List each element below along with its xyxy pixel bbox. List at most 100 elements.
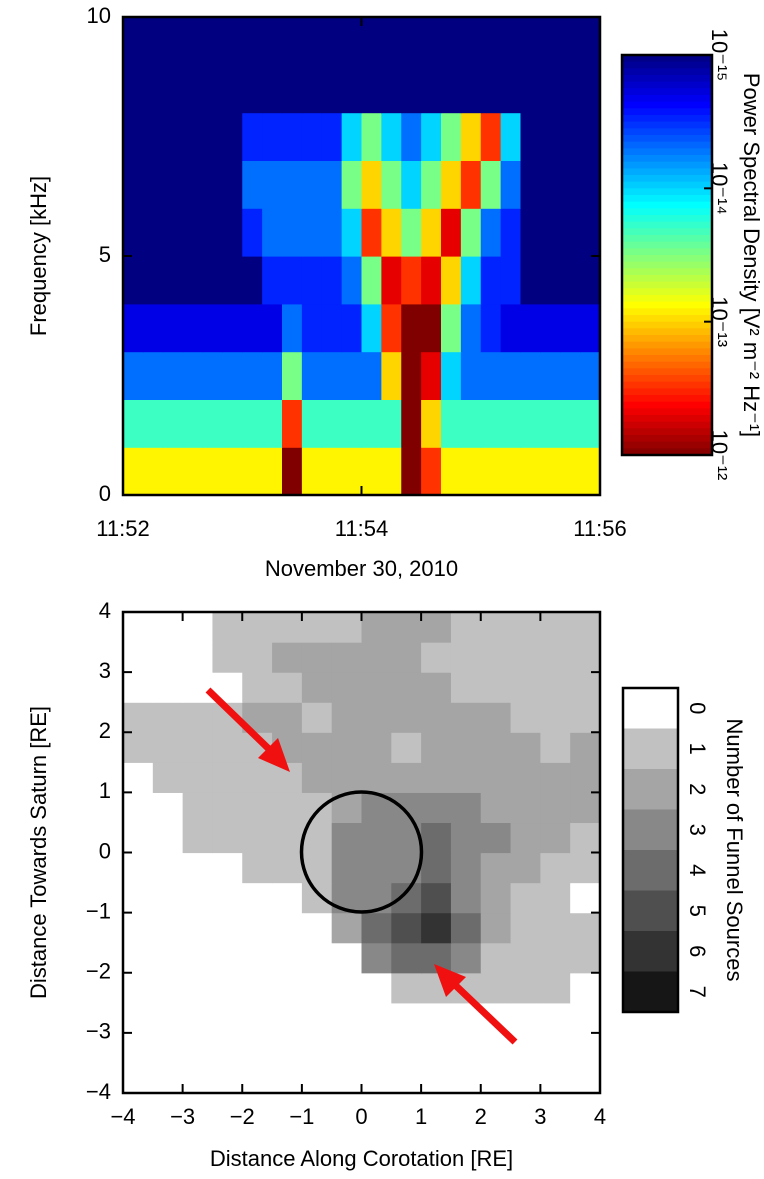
colorbar-step <box>622 81 712 89</box>
heatmap-cell <box>242 64 263 114</box>
heatmap-cell <box>570 1062 601 1094</box>
heatmap-cell <box>570 912 601 944</box>
colorbar-step <box>623 688 678 730</box>
heatmap-cell <box>242 351 263 400</box>
heatmap-cell <box>123 792 154 824</box>
heatmap-cell <box>242 912 273 944</box>
heatmap-cell <box>341 17 363 66</box>
colorbar-step <box>622 101 712 109</box>
heatmap-cell <box>162 447 184 496</box>
colorbar-step <box>622 421 712 429</box>
heatmap-cell <box>441 351 462 400</box>
heatmap-cell <box>321 208 343 257</box>
heatmap-cell <box>222 351 243 400</box>
colorbar-tick-label: 0 <box>685 702 710 714</box>
heatmap-cell <box>361 942 392 974</box>
heatmap-cell <box>331 672 363 703</box>
heatmap-cell <box>401 447 422 496</box>
heatmap-cell <box>242 160 263 209</box>
heatmap-cell <box>460 208 482 257</box>
heatmap-cell <box>560 64 581 114</box>
heatmap-cell <box>480 972 512 1004</box>
colorbar-step <box>622 235 712 243</box>
heatmap-cell <box>162 64 184 114</box>
heatmap-cell <box>242 942 273 974</box>
heatmap-cell <box>142 303 164 353</box>
heatmap-cell <box>480 612 512 643</box>
heatmap-cell <box>182 1062 214 1094</box>
heatmap-cell <box>123 612 154 643</box>
heatmap-cell <box>361 702 392 733</box>
heatmap-cell <box>182 702 214 733</box>
heatmap-cell <box>301 64 323 114</box>
heatmap-cell <box>301 303 323 353</box>
y-tick-label: 2 <box>99 718 111 743</box>
heatmap-cell <box>272 1062 303 1094</box>
arrow <box>205 687 290 772</box>
heatmap-cell <box>540 702 571 733</box>
heatmap-cell <box>301 942 333 974</box>
heatmap-cell <box>570 612 601 643</box>
heatmap-cell <box>361 852 392 884</box>
heatmap-cell <box>152 612 184 643</box>
colorbar-step <box>622 308 712 316</box>
heatmap-cell <box>242 672 273 703</box>
heatmap-cell <box>242 792 273 824</box>
heatmap-cell <box>460 447 482 496</box>
colorbar-step <box>622 301 712 309</box>
heatmap-cell <box>421 303 442 353</box>
heatmap-cell <box>361 256 382 305</box>
heatmap-cell <box>123 399 144 448</box>
heatmap-cell <box>182 1032 214 1064</box>
heatmap-cell <box>182 732 214 763</box>
heatmap-cell <box>222 64 243 114</box>
heatmap-cell <box>222 17 243 66</box>
heatmap-cell <box>301 612 333 643</box>
heatmap-cell <box>152 942 184 974</box>
x-tick-label: 1 <box>415 1104 427 1129</box>
x-tick-label: −4 <box>110 1104 135 1129</box>
colorbar-step <box>622 95 712 103</box>
heatmap-cell <box>391 672 422 703</box>
heatmap-cell <box>242 303 263 353</box>
heatmap-cell <box>272 702 303 733</box>
heatmap-cell <box>182 303 204 353</box>
heatmap-cell <box>123 672 154 703</box>
colorbar-step <box>622 355 712 363</box>
heatmap-cell <box>142 112 164 161</box>
heatmap-cell <box>301 882 333 914</box>
heatmap-cell <box>202 303 223 353</box>
heatmap-cell <box>202 351 223 400</box>
heatmap-cell <box>242 208 263 257</box>
heatmap-cell <box>510 912 541 944</box>
heatmap-cell <box>272 972 303 1004</box>
heatmap-cell <box>540 612 571 643</box>
heatmap-cell <box>301 399 323 448</box>
heatmap-cell <box>480 256 502 305</box>
colorbar-step <box>622 448 712 456</box>
heatmap-cell <box>421 1032 452 1064</box>
heatmap-cell <box>421 399 442 448</box>
heatmap-cell <box>341 256 363 305</box>
heatmap-cell <box>242 1032 273 1064</box>
colorbar-tick-label: 1 <box>685 743 710 755</box>
heatmap-cell <box>570 672 601 703</box>
heatmap-cell <box>272 1002 303 1034</box>
heatmap-cell <box>242 822 273 854</box>
heatmap-cell <box>301 208 323 257</box>
heatmap-cell <box>331 822 363 854</box>
heatmap-cell <box>510 822 541 854</box>
heatmap-cell <box>361 112 382 161</box>
heatmap-cell <box>321 17 343 66</box>
heatmap-cell <box>540 256 561 305</box>
heatmap-cell <box>331 942 363 974</box>
heatmap-cell <box>580 447 601 496</box>
heatmap-cell <box>570 792 601 824</box>
heatmap-cell <box>123 256 144 305</box>
heatmap-cell <box>510 672 541 703</box>
colorbar-step <box>623 769 678 811</box>
heatmap-cell <box>480 792 512 824</box>
heatmap-cell <box>222 160 243 209</box>
